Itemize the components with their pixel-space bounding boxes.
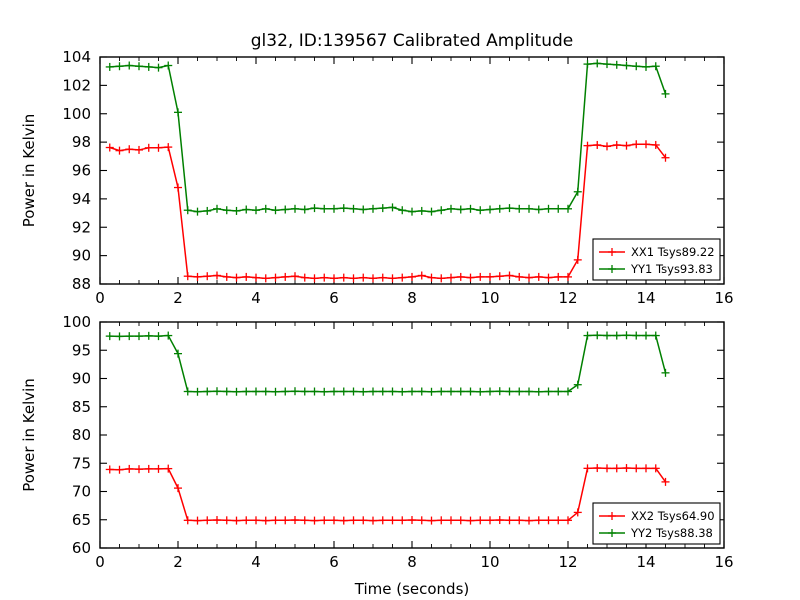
legend-label: XX1 Tsys89.22 [631, 245, 715, 259]
y-tick-label: 70 [72, 483, 91, 501]
y-tick-label: 95 [72, 341, 91, 359]
x-tick-label: 16 [714, 289, 733, 307]
y-tick-label: 94 [72, 190, 91, 208]
bottom-panel: 0 2 4 6 8 10 12 14 16 60 65 70 75 80 85 90 95 100 Power in… [20, 313, 734, 598]
series-markers-xx1 [105, 140, 670, 283]
x-tick-label: 8 [407, 289, 417, 307]
legend-bottom: XX2 Tsys64.90 YY2 Tsys88.38 [592, 502, 721, 545]
series-line-xx1 [109, 143, 667, 280]
legend-label: YY1 Tsys93.83 [630, 262, 713, 276]
y-tick-label: 104 [62, 48, 91, 66]
x-tick-label: 2 [173, 553, 183, 571]
y-tick-label: 98 [72, 133, 91, 151]
y-tick-label: 88 [72, 275, 91, 293]
data-layer-bottom [105, 331, 670, 525]
x-tick-label: 2 [173, 289, 183, 307]
x-tick-label: 4 [251, 289, 261, 307]
y-tick-label: 75 [72, 454, 91, 472]
series-line-xx2 [109, 467, 667, 522]
y-tick-label: 100 [62, 313, 91, 331]
x-tick-label: 12 [558, 289, 577, 307]
x-tick-label: 14 [636, 289, 655, 307]
x-tick-label: 14 [636, 553, 655, 571]
x-tick-label: 6 [329, 289, 339, 307]
series-markers-yy1 [105, 59, 670, 216]
y-tick-label: 85 [72, 398, 91, 416]
series-line-yy1 [109, 62, 667, 213]
y-tick-label: 102 [62, 76, 91, 94]
y-tick-label: 100 [62, 105, 91, 123]
chart-title: gl32, ID:139567 Calibrated Amplitude [251, 31, 573, 51]
series-line-yy2 [109, 334, 667, 393]
y-tick-label: 80 [72, 426, 91, 444]
y-tick-label: 65 [72, 511, 91, 529]
x-tick-label: 16 [714, 553, 733, 571]
series-markers-yy2 [105, 331, 670, 396]
x-tick-label: 10 [480, 553, 499, 571]
top-panel: 0 2 4 6 8 10 12 14 16 88 90 92 94 96 98 100 102 104 Power … [20, 48, 734, 307]
data-layer-top [105, 59, 670, 283]
y-tick-label: 60 [72, 539, 91, 557]
series-markers-xx2 [105, 464, 670, 525]
x-tick-label: 0 [95, 553, 105, 571]
legend-top: XX1 Tsys89.22 YY1 Tsys93.83 [592, 238, 721, 281]
x-tick-label: 10 [480, 289, 499, 307]
y-tick-label: 92 [72, 218, 91, 236]
x-tick-label: 0 [95, 289, 105, 307]
x-tick-label: 6 [329, 553, 339, 571]
legend-label: XX2 Tsys64.90 [631, 509, 715, 523]
y-tick-label: 96 [72, 162, 91, 180]
y-tick-label: 90 [72, 247, 91, 265]
x-axis-label-bottom: Time (seconds) [354, 580, 470, 598]
legend-box [592, 238, 721, 281]
legend-box [592, 502, 721, 545]
x-tick-label: 8 [407, 553, 417, 571]
y-tick-label: 90 [72, 370, 91, 388]
y-axis-label-bottom: Power in Kelvin [20, 378, 38, 492]
legend-label: YY2 Tsys88.38 [630, 526, 713, 540]
x-tick-label: 4 [251, 553, 261, 571]
x-tick-label: 12 [558, 553, 577, 571]
y-axis-label-top: Power in Kelvin [20, 114, 38, 228]
